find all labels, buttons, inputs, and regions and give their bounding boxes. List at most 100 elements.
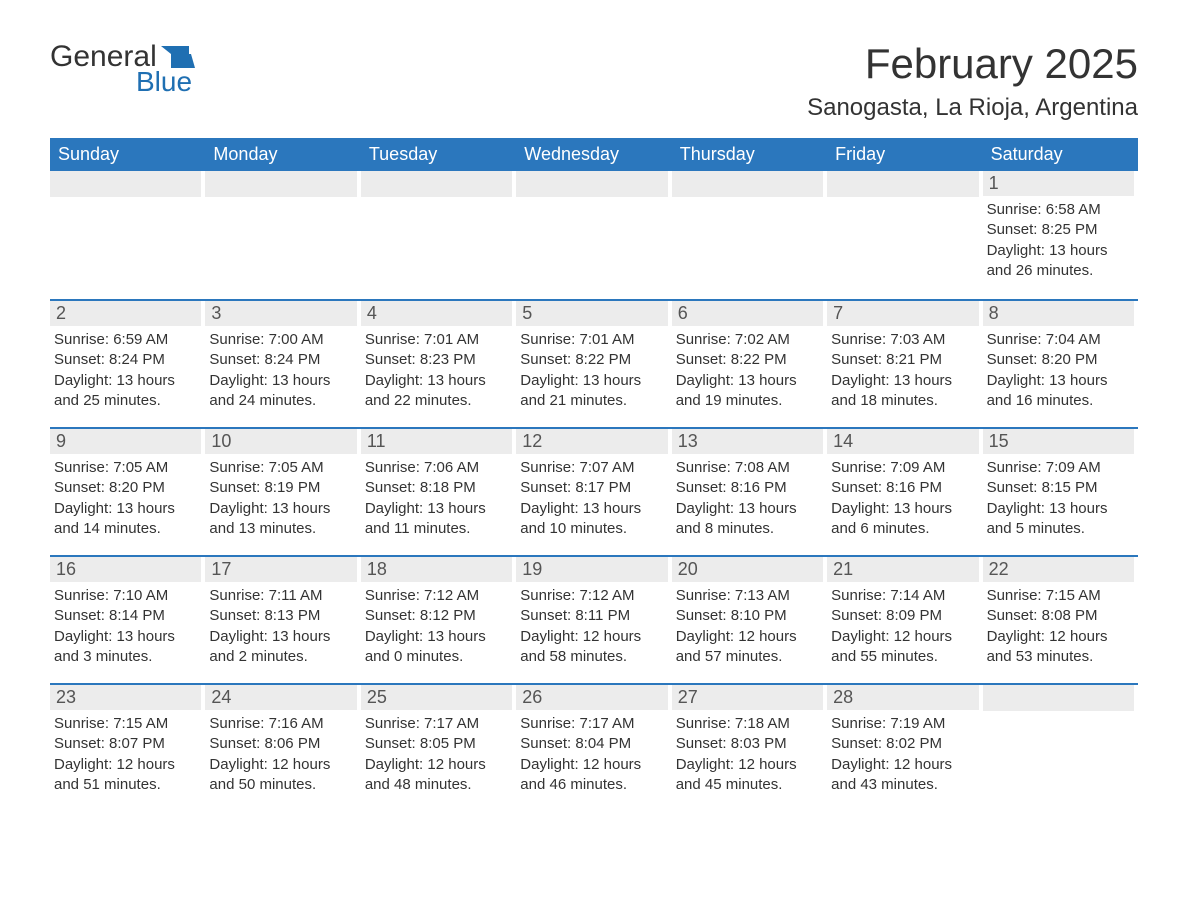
day-number: [516, 171, 667, 197]
day-cell: 14Sunrise: 7:09 AMSunset: 8:16 PMDayligh…: [827, 429, 982, 555]
day-daylight2: and 55 minutes.: [831, 647, 978, 667]
day-sunrise: Sunrise: 7:18 AM: [676, 714, 823, 734]
day-sunrise: Sunrise: 7:12 AM: [520, 586, 667, 606]
day-sunrise: Sunrise: 7:10 AM: [54, 586, 201, 606]
day-cell: 15Sunrise: 7:09 AMSunset: 8:15 PMDayligh…: [983, 429, 1138, 555]
day-body: Sunrise: 7:15 AMSunset: 8:07 PMDaylight:…: [50, 714, 201, 795]
day-daylight2: and 24 minutes.: [209, 391, 356, 411]
day-daylight1: Daylight: 13 hours: [209, 499, 356, 519]
day-daylight1: Daylight: 13 hours: [209, 627, 356, 647]
day-number: 2: [50, 301, 201, 326]
day-cell: [205, 171, 360, 299]
dow-cell: Monday: [205, 138, 360, 171]
day-daylight2: and 46 minutes.: [520, 775, 667, 795]
day-cell: 23 Sunrise: 7:15 AMSunset: 8:07 PMDayligh…: [50, 685, 205, 811]
day-sunrise: Sunrise: 7:03 AM: [831, 330, 978, 350]
day-number: 1: [983, 171, 1134, 196]
day-body: Sunrise: 7:17 AMSunset: 8:04 PMDaylight:…: [516, 714, 667, 795]
day-sunrise: Sunrise: 6:58 AM: [987, 200, 1134, 220]
day-number: [361, 171, 512, 197]
day-number: 23: [50, 685, 201, 710]
day-sunset: Sunset: 8:20 PM: [54, 478, 201, 498]
day-daylight1: Daylight: 13 hours: [831, 371, 978, 391]
day-sunset: Sunset: 8:25 PM: [987, 220, 1134, 240]
day-cell: 18Sunrise: 7:12 AMSunset: 8:12 PMDayligh…: [361, 557, 516, 683]
day-body: Sunrise: 7:09 AMSunset: 8:15 PMDaylight:…: [983, 458, 1134, 539]
day-of-week-header: SundayMondayTuesdayWednesdayThursdayFrid…: [50, 138, 1138, 171]
day-daylight1: Daylight: 12 hours: [520, 755, 667, 775]
day-number: [827, 171, 978, 197]
weeks-container: 1Sunrise: 6:58 AMSunset: 8:25 PMDaylight…: [50, 171, 1138, 811]
day-number: 16: [50, 557, 201, 582]
day-body: Sunrise: 7:14 AMSunset: 8:09 PMDaylight:…: [827, 586, 978, 667]
day-body: Sunrise: 7:05 AMSunset: 8:20 PMDaylight:…: [50, 458, 201, 539]
day-body: Sunrise: 7:12 AMSunset: 8:11 PMDaylight:…: [516, 586, 667, 667]
day-cell: 6Sunrise: 7:02 AMSunset: 8:22 PMDaylight…: [672, 301, 827, 427]
day-sunrise: Sunrise: 6:59 AM: [54, 330, 201, 350]
day-daylight1: Daylight: 12 hours: [987, 627, 1134, 647]
day-sunrise: Sunrise: 7:11 AM: [209, 586, 356, 606]
day-sunrise: Sunrise: 7:17 AM: [520, 714, 667, 734]
day-number: 22: [983, 557, 1134, 582]
day-daylight1: Daylight: 12 hours: [831, 627, 978, 647]
day-daylight2: and 2 minutes.: [209, 647, 356, 667]
day-body: Sunrise: 7:10 AMSunset: 8:14 PMDaylight:…: [50, 586, 201, 667]
day-cell: [361, 171, 516, 299]
day-number: 8: [983, 301, 1134, 326]
day-number: 4: [361, 301, 512, 326]
day-body: Sunrise: 7:02 AMSunset: 8:22 PMDaylight:…: [672, 330, 823, 411]
day-daylight1: Daylight: 13 hours: [676, 499, 823, 519]
day-daylight1: Daylight: 13 hours: [365, 499, 512, 519]
day-daylight2: and 18 minutes.: [831, 391, 978, 411]
day-cell: 10Sunrise: 7:05 AMSunset: 8:19 PMDayligh…: [205, 429, 360, 555]
day-sunset: Sunset: 8:07 PM: [54, 734, 201, 754]
day-daylight1: Daylight: 12 hours: [676, 755, 823, 775]
day-number: 3: [205, 301, 356, 326]
dow-cell: Wednesday: [516, 138, 671, 171]
day-number: 21: [827, 557, 978, 582]
day-sunrise: Sunrise: 7:00 AM: [209, 330, 356, 350]
day-sunset: Sunset: 8:21 PM: [831, 350, 978, 370]
day-sunrise: Sunrise: 7:13 AM: [676, 586, 823, 606]
day-body: Sunrise: 7:11 AMSunset: 8:13 PMDaylight:…: [205, 586, 356, 667]
day-daylight2: and 53 minutes.: [987, 647, 1134, 667]
day-daylight1: Daylight: 13 hours: [987, 499, 1134, 519]
day-daylight2: and 50 minutes.: [209, 775, 356, 795]
day-body: Sunrise: 7:07 AMSunset: 8:17 PMDaylight:…: [516, 458, 667, 539]
day-body: Sunrise: 7:00 AMSunset: 8:24 PMDaylight:…: [205, 330, 356, 411]
day-body: Sunrise: 7:15 AMSunset: 8:08 PMDaylight:…: [983, 586, 1134, 667]
day-daylight2: and 48 minutes.: [365, 775, 512, 795]
day-body: Sunrise: 7:06 AMSunset: 8:18 PMDaylight:…: [361, 458, 512, 539]
dow-cell: Thursday: [672, 138, 827, 171]
day-sunset: Sunset: 8:03 PM: [676, 734, 823, 754]
day-sunrise: Sunrise: 7:09 AM: [831, 458, 978, 478]
day-sunset: Sunset: 8:05 PM: [365, 734, 512, 754]
day-sunset: Sunset: 8:24 PM: [54, 350, 201, 370]
day-sunset: Sunset: 8:11 PM: [520, 606, 667, 626]
day-daylight2: and 26 minutes.: [987, 261, 1134, 281]
day-daylight1: Daylight: 13 hours: [54, 499, 201, 519]
day-number: 25: [361, 685, 512, 710]
day-daylight1: Daylight: 13 hours: [987, 241, 1134, 261]
day-number: [672, 171, 823, 197]
day-cell: 21 Sunrise: 7:14 AMSunset: 8:09 PMDayligh…: [827, 557, 982, 683]
day-sunrise: Sunrise: 7:15 AM: [987, 586, 1134, 606]
day-sunset: Sunset: 8:23 PM: [365, 350, 512, 370]
day-cell: 3 Sunrise: 7:00 AMSunset: 8:24 PMDaylight…: [205, 301, 360, 427]
day-cell: [516, 171, 671, 299]
day-body: Sunrise: 7:01 AMSunset: 8:22 PMDaylight:…: [516, 330, 667, 411]
day-body: Sunrise: 7:08 AMSunset: 8:16 PMDaylight:…: [672, 458, 823, 539]
day-body: Sunrise: 7:05 AMSunset: 8:19 PMDaylight:…: [205, 458, 356, 539]
day-daylight1: Daylight: 13 hours: [209, 371, 356, 391]
day-daylight1: Daylight: 12 hours: [365, 755, 512, 775]
day-cell: 26Sunrise: 7:17 AMSunset: 8:04 PMDayligh…: [516, 685, 671, 811]
day-sunrise: Sunrise: 7:07 AM: [520, 458, 667, 478]
day-sunset: Sunset: 8:16 PM: [676, 478, 823, 498]
day-sunset: Sunset: 8:20 PM: [987, 350, 1134, 370]
day-cell: [983, 685, 1138, 811]
day-number: 20: [672, 557, 823, 582]
day-number: [983, 685, 1134, 711]
day-sunset: Sunset: 8:04 PM: [520, 734, 667, 754]
calendar: SundayMondayTuesdayWednesdayThursdayFrid…: [50, 138, 1138, 811]
day-sunrise: Sunrise: 7:01 AM: [520, 330, 667, 350]
